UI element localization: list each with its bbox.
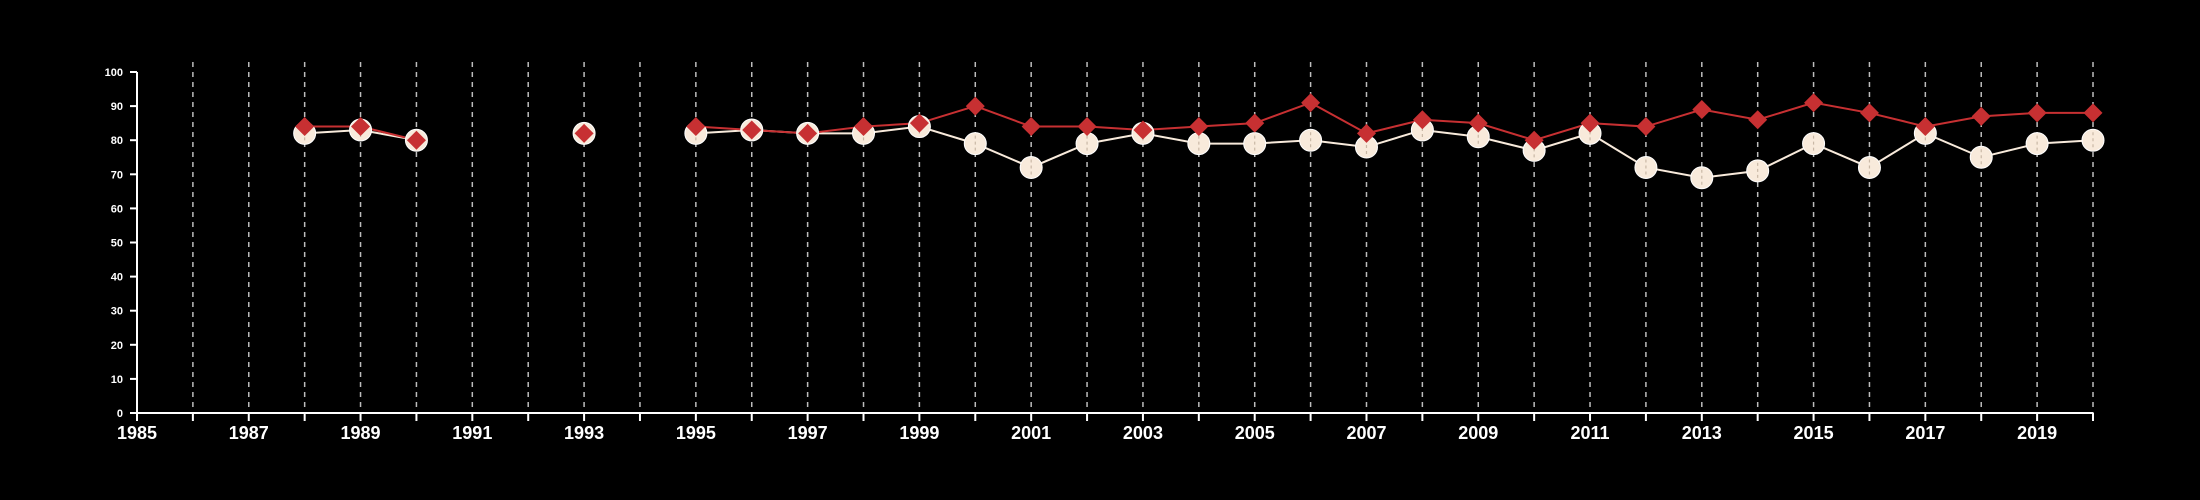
- y-tick-label-20: 20: [111, 340, 123, 352]
- series-0-point-2008: [1410, 118, 1434, 142]
- x-tick-label-1987: 1987: [229, 423, 269, 443]
- x-tick-label-2003: 2003: [1123, 423, 1163, 443]
- series-1-point-2008: [1412, 110, 1432, 130]
- x-tick-label-2009: 2009: [1458, 423, 1498, 443]
- series-0-point-2018: [1969, 145, 1993, 169]
- x-tick-label-2005: 2005: [1235, 423, 1275, 443]
- tick-labels: 1985 1987 1989 1991 1993 1995 1997 1999 2001 2003…: [105, 67, 2057, 443]
- y-tick-label-70: 70: [111, 169, 123, 181]
- series-1-point-2004: [1189, 117, 1209, 137]
- series-1-point-2016: [1859, 103, 1879, 123]
- y-tick-label-90: 90: [111, 101, 123, 113]
- series-1-point-2003: [1133, 120, 1153, 140]
- y-tick-label-100: 100: [105, 67, 123, 79]
- series-1-point-1999: [909, 113, 929, 133]
- x-tick-label-1995: 1995: [676, 423, 716, 443]
- y-tick-label-50: 50: [111, 238, 123, 250]
- series-1-point-2017: [1915, 117, 1935, 137]
- series-0-point-2000: [963, 132, 987, 156]
- series-0-point-2012: [1634, 155, 1658, 179]
- series-1-point-2013: [1692, 100, 1712, 120]
- series-0-line-2: [695, 125, 2094, 179]
- grid-lines: [192, 62, 2094, 413]
- series-1-point-2010: [1524, 130, 1544, 150]
- series-0-point-2001: [1019, 155, 1043, 179]
- y-tick-label-30: 30: [111, 306, 123, 318]
- y-tick-label-80: 80: [111, 135, 123, 147]
- series-1-point-2020: [2083, 103, 2103, 123]
- x-tick-label-2011: 2011: [1570, 423, 1609, 443]
- series-0-point-2014: [1746, 159, 1770, 183]
- series-1-point-2000: [965, 96, 985, 116]
- x-tick-label-1991: 1991: [452, 423, 492, 443]
- x-tick-label-2001: 2001: [1011, 423, 1051, 443]
- series-1-point-1995: [686, 117, 706, 137]
- series-1-point-1996: [742, 120, 762, 140]
- x-tick-label-1999: 1999: [899, 423, 939, 443]
- series-1-point-2012: [1636, 117, 1656, 137]
- x-tick-label-2015: 2015: [1794, 423, 1834, 443]
- series-0-point-2019: [2025, 132, 2049, 156]
- series-1-point-2001: [1021, 117, 1041, 137]
- y-tick-label-0: 0: [117, 408, 123, 420]
- x-tick-label-2013: 2013: [1682, 423, 1722, 443]
- series-1-point-2002: [1077, 117, 1097, 137]
- series-1-point-2014: [1748, 110, 1768, 130]
- series-0-point-2020: [2081, 128, 2105, 152]
- series-0-point-2006: [1299, 128, 1323, 152]
- series-1-point-2018: [1971, 106, 1991, 126]
- series-1-point-2006: [1301, 93, 1321, 113]
- axes: [130, 71, 2094, 421]
- series-0-point-2005: [1243, 132, 1267, 156]
- series-0-point-2013: [1690, 166, 1714, 190]
- series-1-point-2007: [1356, 123, 1376, 143]
- series-0-point-2015: [1802, 132, 1826, 156]
- x-tick-label-2017: 2017: [1905, 423, 1945, 443]
- series-1-point-2009: [1468, 113, 1488, 133]
- x-tick-label-1993: 1993: [564, 423, 604, 443]
- series-0-point-2016: [1857, 155, 1881, 179]
- series-1-point-1997: [798, 123, 818, 143]
- series-1-line-2: [695, 101, 2093, 142]
- series-0-point-2002: [1075, 132, 1099, 156]
- x-tick-label-2019: 2019: [2017, 423, 2057, 443]
- series-1-point-1993: [574, 123, 594, 143]
- series-1-point-1989: [351, 117, 371, 137]
- series-1-point-1998: [854, 117, 874, 137]
- series-1-point-2005: [1245, 113, 1265, 133]
- x-tick-label-2007: 2007: [1346, 423, 1386, 443]
- series-1-point-2011: [1580, 113, 1600, 133]
- series-1-point-1990: [406, 130, 426, 150]
- series-1-point-2015: [1804, 93, 1824, 113]
- series-1-point-1988: [295, 117, 315, 137]
- y-tick-label-60: 60: [111, 203, 123, 215]
- x-tick-label-1989: 1989: [341, 423, 381, 443]
- y-tick-label-10: 10: [111, 374, 123, 386]
- series-1-point-2019: [2027, 103, 2047, 123]
- y-tick-label-40: 40: [111, 272, 123, 284]
- x-tick-label-1997: 1997: [788, 423, 828, 443]
- series-markers: [293, 93, 2105, 190]
- x-tick-label-1985: 1985: [117, 423, 157, 443]
